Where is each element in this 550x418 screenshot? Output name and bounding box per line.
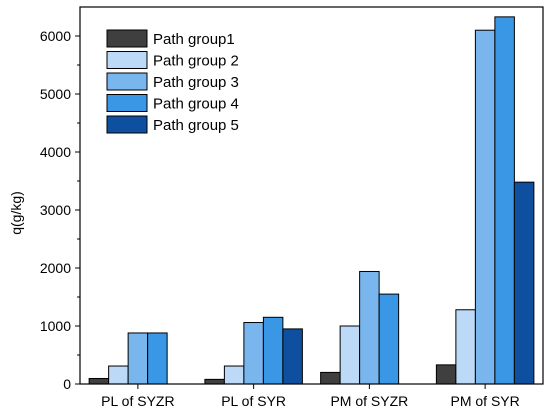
legend: Path group1 Path group 2 Path group 3 Path … — [106, 29, 239, 134]
x-tick-label: PL of SYZR — [101, 393, 174, 409]
legend-label: Path group1 — [153, 31, 235, 48]
x-tick-label: PL of SYR — [221, 393, 286, 409]
y-tick-label: 5000 — [40, 86, 71, 102]
plot-frame — [79, 6, 544, 385]
bar-5-4 — [513, 181, 535, 385]
legend-label: Path group 5 — [153, 117, 239, 134]
bar-4-3 — [378, 293, 400, 385]
bars-layer — [88, 16, 535, 385]
y-tick-label: 2000 — [40, 260, 71, 276]
legend-label: Path group 2 — [153, 53, 239, 70]
legend-swatch — [106, 72, 148, 91]
y-tick-label: 3000 — [40, 202, 71, 218]
y-axis-label: q(g/kg) — [8, 191, 24, 235]
bar-1-3 — [320, 371, 341, 385]
x-tick-label: PM of SYR — [451, 393, 520, 409]
bar-4-2 — [262, 316, 284, 385]
y-tick-label: 0 — [63, 376, 71, 392]
bar-3-1 — [127, 332, 149, 385]
bar-3-4 — [474, 29, 496, 385]
legend-swatch — [106, 29, 148, 48]
ticks-layer: PL of SYZR PL of SYR PM of SYZR PM of SYR 0 1… — [40, 28, 520, 409]
bar-1-2 — [204, 378, 225, 385]
legend-swatch — [106, 94, 148, 112]
bar-5-2 — [282, 328, 303, 385]
axes-layer — [79, 6, 544, 385]
bar-2-4 — [455, 309, 476, 385]
bar-3-2 — [243, 322, 264, 385]
bar-3-3 — [359, 270, 380, 385]
x-tick-label: PM of SYZR — [330, 393, 408, 409]
legend-swatch — [106, 115, 148, 134]
bar-4-4 — [494, 16, 515, 385]
legend-swatch — [106, 51, 148, 69]
y-tick-label: 1000 — [40, 318, 71, 334]
legend-label: Path group 3 — [153, 74, 239, 91]
bar-4-1 — [147, 332, 168, 385]
bar-2-2 — [223, 365, 245, 385]
bar-2-3 — [339, 325, 361, 385]
bar-1-4 — [435, 364, 457, 385]
y-tick-label: 4000 — [40, 144, 71, 160]
legend-label: Path group 4 — [153, 96, 239, 113]
bar-2-1 — [108, 365, 129, 385]
y-tick-label: 6000 — [40, 28, 71, 44]
bar-1-1 — [88, 377, 110, 385]
